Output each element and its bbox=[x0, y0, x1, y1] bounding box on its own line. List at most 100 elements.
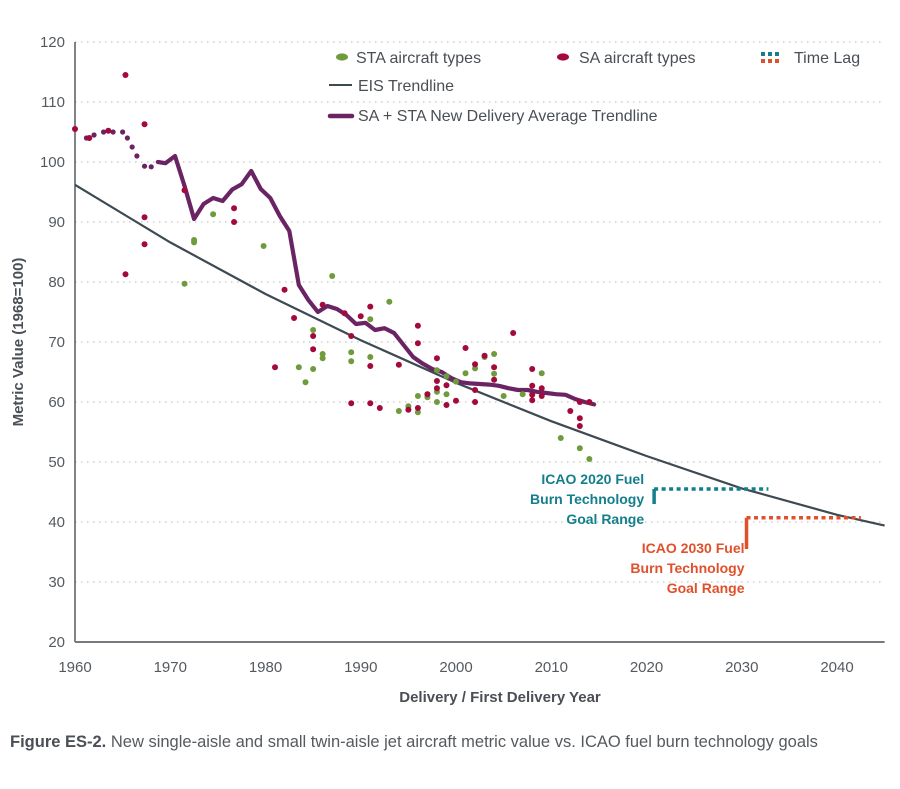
average-trendline-dot bbox=[100, 129, 107, 135]
average-trendline-dot bbox=[129, 144, 135, 150]
x-tick-label: 2010 bbox=[535, 659, 568, 676]
sta-point bbox=[310, 327, 317, 333]
sta-point bbox=[367, 354, 374, 360]
sa-point bbox=[310, 346, 317, 353]
sa-point bbox=[341, 310, 348, 317]
sta-point bbox=[453, 378, 459, 385]
average-trendline-dot bbox=[148, 164, 154, 170]
sa-point bbox=[576, 415, 583, 422]
sa-point bbox=[576, 423, 583, 429]
sa-point bbox=[367, 400, 374, 407]
x-tick-label: 2000 bbox=[439, 659, 472, 676]
icao2020-label: ICAO 2020 Fuel bbox=[541, 471, 644, 487]
y-tick-label: 90 bbox=[48, 214, 65, 231]
x-tick-label: 2040 bbox=[820, 659, 853, 676]
sa-point bbox=[231, 219, 238, 225]
legend-label: SA aircraft types bbox=[579, 50, 696, 67]
sta-point bbox=[210, 211, 217, 218]
sta-point bbox=[538, 370, 545, 377]
sta-point bbox=[260, 243, 267, 249]
average-trendline-dot bbox=[91, 132, 97, 138]
sa-point bbox=[319, 301, 326, 308]
sa-point bbox=[72, 126, 78, 132]
legend-timelag-marker bbox=[775, 59, 779, 63]
average-trendline-dot bbox=[110, 129, 116, 135]
sa-point bbox=[538, 385, 545, 392]
icao2030-label: ICAO 2030 Fuel bbox=[642, 540, 745, 556]
average-trendline-dot bbox=[141, 163, 148, 169]
y-tick-label: 40 bbox=[48, 514, 65, 531]
sta-point bbox=[302, 379, 309, 386]
sa-point bbox=[414, 340, 421, 347]
x-tick-label: 1960 bbox=[58, 659, 91, 676]
sta-point bbox=[443, 391, 450, 398]
legend-timelag-marker bbox=[768, 59, 772, 63]
sa-point bbox=[491, 376, 498, 383]
sa-point bbox=[395, 361, 402, 368]
icao2020-label: Burn Technology bbox=[530, 491, 644, 507]
sta-point bbox=[433, 367, 440, 374]
sta-point bbox=[462, 370, 469, 377]
legend-label: STA aircraft types bbox=[356, 50, 481, 67]
y-tick-label: 100 bbox=[40, 154, 65, 171]
average-trendline-path bbox=[155, 153, 597, 407]
sa-point bbox=[462, 345, 469, 351]
sa-point bbox=[529, 397, 536, 404]
x-tick-label: 2020 bbox=[630, 659, 663, 676]
eis-trendline-path bbox=[74, 183, 885, 527]
sa-point bbox=[443, 382, 450, 389]
sa-point bbox=[529, 391, 536, 398]
sta-point bbox=[319, 351, 326, 357]
sta-point bbox=[319, 355, 326, 362]
sta-point bbox=[191, 239, 198, 246]
sa-point bbox=[433, 378, 440, 384]
sa-points bbox=[72, 72, 593, 429]
legend-timelag-marker bbox=[761, 59, 765, 63]
sa-point bbox=[105, 127, 112, 134]
sta-point bbox=[367, 316, 374, 323]
icao2030-label: Burn Technology bbox=[630, 560, 744, 576]
average-trendline-dot bbox=[134, 153, 140, 159]
sa-point bbox=[141, 214, 148, 221]
sa-point bbox=[272, 364, 279, 371]
sa-point bbox=[231, 205, 238, 212]
sta-point bbox=[181, 280, 188, 287]
legend-timelag-marker bbox=[768, 52, 772, 56]
sa-point bbox=[367, 363, 374, 369]
icao2030-label: Goal Range bbox=[667, 580, 745, 596]
sa-point bbox=[424, 391, 431, 398]
y-tick-label: 120 bbox=[40, 34, 65, 51]
sa-point bbox=[291, 315, 298, 321]
sta-point bbox=[348, 358, 355, 365]
sa-point bbox=[367, 303, 374, 310]
sta-points bbox=[181, 211, 593, 462]
icao2020-label: Goal Range bbox=[566, 511, 644, 527]
y-tick-label: 50 bbox=[48, 454, 65, 471]
sta-point bbox=[295, 364, 302, 371]
legend-label: EIS Trendline bbox=[358, 78, 454, 95]
legend-label: SA + STA New Delivery Average Trendline bbox=[358, 108, 658, 125]
sa-point bbox=[141, 121, 148, 128]
x-tick-label: 2030 bbox=[725, 659, 758, 676]
legend-label: Time Lag bbox=[794, 50, 860, 67]
sta-point bbox=[386, 298, 393, 305]
sa-point bbox=[576, 399, 583, 405]
sta-point bbox=[443, 373, 450, 380]
sa-point bbox=[472, 387, 479, 393]
legend-sta-marker bbox=[336, 53, 348, 61]
legend: STA aircraft types SA aircraft types Time … bbox=[327, 50, 860, 125]
y-tick-label: 110 bbox=[41, 94, 65, 111]
sa-point bbox=[491, 364, 498, 371]
caption-text: New single-aisle and small twin-aisle je… bbox=[106, 733, 818, 751]
sta-point bbox=[500, 393, 507, 399]
eis-trendline bbox=[74, 183, 885, 527]
sta-point bbox=[519, 391, 526, 398]
sa-point bbox=[141, 241, 148, 248]
sa-point bbox=[414, 322, 421, 329]
average-trendline bbox=[83, 129, 597, 407]
figure-caption: Figure ES-2. New single-aisle and small … bbox=[10, 730, 890, 755]
legend-timelag-marker bbox=[775, 52, 779, 56]
y-tick-label: 60 bbox=[48, 394, 65, 411]
sta-point bbox=[586, 456, 593, 462]
average-trendline-dot bbox=[124, 135, 130, 141]
